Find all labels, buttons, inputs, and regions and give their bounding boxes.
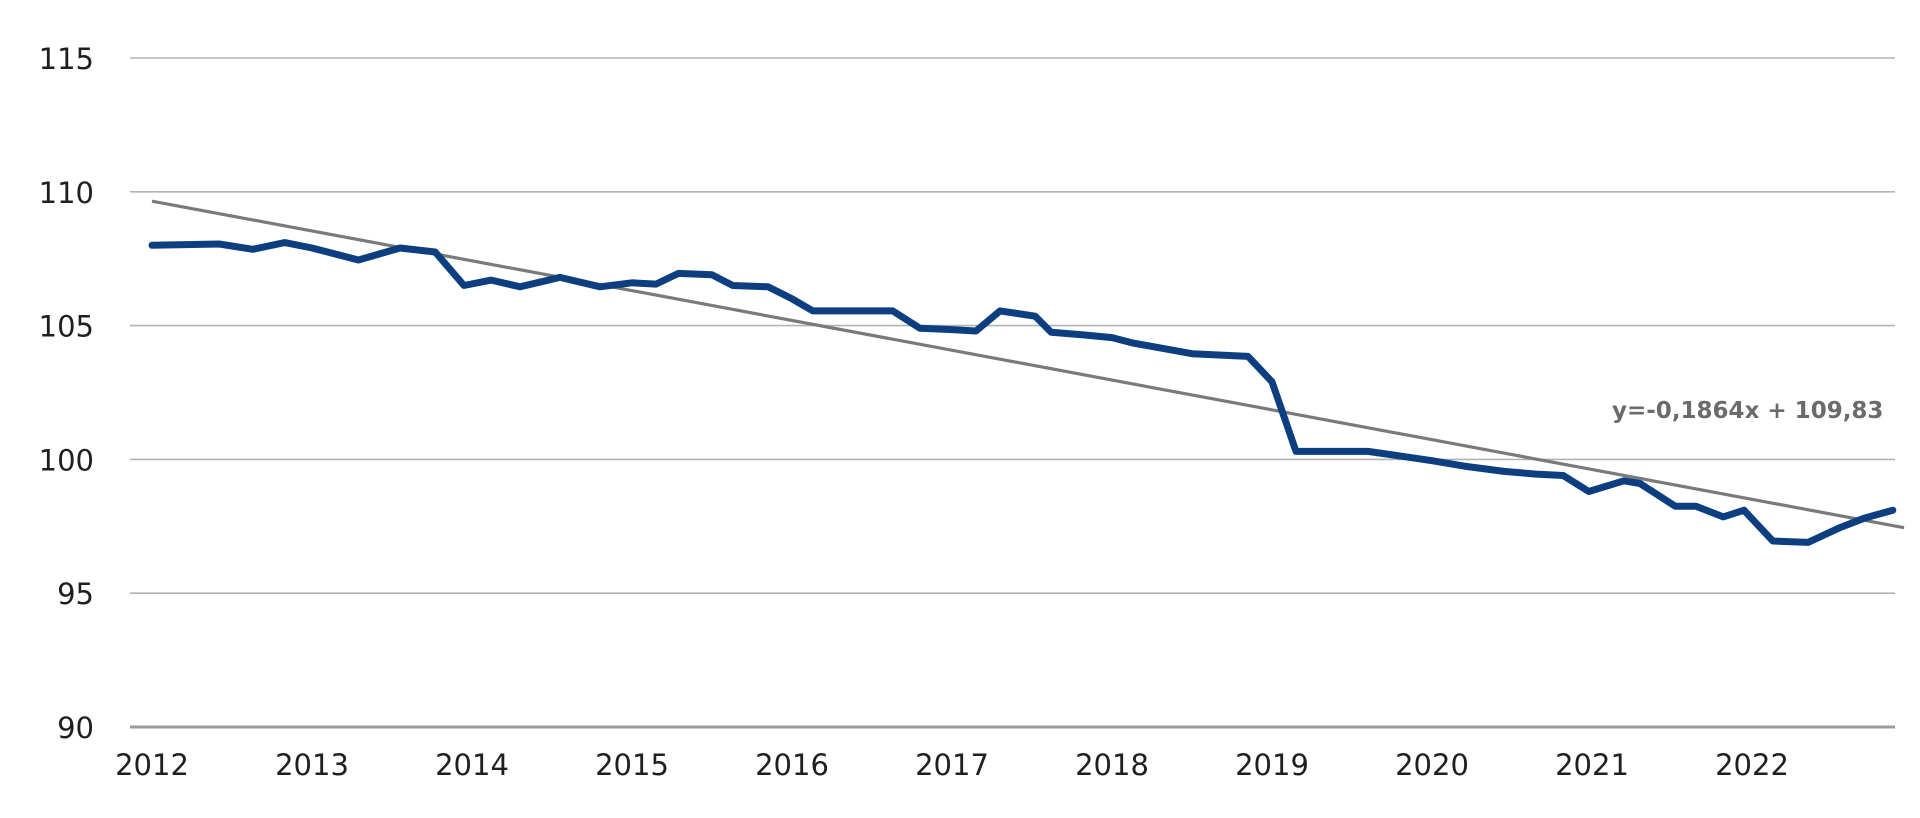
x-tick-label: 2013	[275, 748, 349, 782]
x-tick-label: 2022	[1715, 748, 1789, 782]
y-tick-label: 100	[39, 443, 94, 477]
y-tick-label: 105	[39, 310, 94, 344]
x-tick-label: 2019	[1235, 748, 1309, 782]
series-group	[148, 239, 1897, 546]
trendline-group	[151, 199, 1905, 530]
y-tick-label: 115	[39, 42, 94, 76]
y-tick-label: 90	[57, 711, 94, 745]
x-tick-label: 2021	[1555, 748, 1629, 782]
x-tick-label: 2012	[115, 748, 189, 782]
x-tick-label: 2020	[1395, 748, 1469, 782]
series-line	[148, 239, 1897, 546]
x-tick-label: 2018	[1075, 748, 1149, 782]
x-tick-label: 2016	[755, 748, 829, 782]
trendline-equation-label: y=-0,1864x + 109,83	[1612, 398, 1883, 424]
gridlines	[130, 57, 1895, 729]
x-axis-tick-labels: 2012 2013 2014 2015 2016 2017 2018 2019 2020 2021…	[115, 748, 1789, 782]
y-axis-tick-labels: 90 95 100 105 110 115	[39, 42, 94, 745]
x-tick-label: 2015	[595, 748, 669, 782]
y-tick-label: 95	[57, 577, 94, 611]
x-tick-label: 2014	[435, 748, 509, 782]
x-tick-label: 2017	[915, 748, 989, 782]
trendline	[151, 199, 1905, 530]
y-tick-label: 110	[39, 176, 94, 210]
